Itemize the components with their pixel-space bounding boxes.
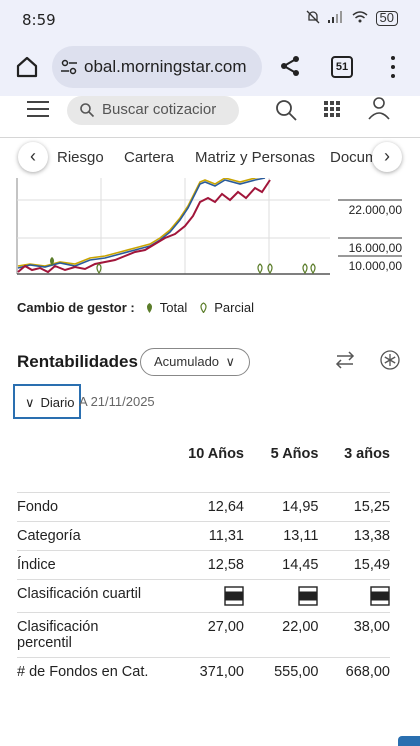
scroll-right-button[interactable]: ›: [372, 142, 402, 172]
row-label: # de Fondos en Cat.: [17, 656, 157, 686]
cell-value: 12,58: [157, 549, 244, 579]
cell-value: 668,00: [318, 656, 390, 686]
cell-value: 22,00: [244, 611, 319, 657]
clock: 8:59: [22, 11, 56, 29]
frequency-dropdown[interactable]: ∨ Diario: [13, 384, 81, 419]
tab-riesgo[interactable]: Riesgo: [57, 149, 104, 166]
browser-toolbar: obal.morningstar.com 51: [0, 40, 420, 96]
table-row: Índice 12,58 14,45 15,49: [17, 549, 390, 579]
row-label: Clasificación cuartil: [17, 578, 157, 612]
more-options-icon[interactable]: [388, 54, 398, 80]
category-line: [17, 177, 266, 269]
quote-search-input[interactable]: Buscar cotizacior: [67, 96, 239, 125]
cell-value: 555,00: [244, 656, 319, 686]
tab-documentos[interactable]: Docum: [330, 149, 378, 166]
home-icon[interactable]: [14, 54, 40, 80]
chevron-down-icon: ∨: [225, 354, 235, 369]
frequency-value: Diario: [40, 395, 75, 410]
mute-icon: [306, 10, 320, 27]
battery-icon: 50: [375, 11, 398, 26]
table-header-row: 10 Años 5 Años 3 años: [17, 440, 390, 492]
cell-value: 14,45: [244, 549, 319, 579]
y-tick-label: 10.000,00: [348, 259, 402, 273]
legend-partial: Parcial: [214, 300, 254, 315]
quartile-icon: [370, 585, 390, 606]
row-label: Fondo: [17, 491, 157, 521]
fund-sections-nav: ‹ Riesgo Cartera Matriz y Personas Docum…: [0, 138, 420, 178]
row-label: Categoría: [17, 520, 157, 550]
section-title: Rentabilidades: [17, 352, 138, 371]
return-mode-value: Acumulado: [154, 354, 220, 369]
manager-change-partial-marker: [96, 263, 102, 275]
tab-cartera[interactable]: Cartera: [124, 149, 175, 166]
partial-marker-icon: [200, 302, 207, 313]
apps-grid-icon[interactable]: [324, 101, 340, 117]
table-row: Fondo 12,64 14,95 15,25: [17, 491, 390, 521]
search-icon: [80, 103, 95, 118]
chart-plot: [16, 175, 402, 275]
cell-value: 14,95: [244, 491, 319, 521]
cell-value: 13,38: [318, 520, 390, 550]
search-placeholder: Buscar cotizacior: [102, 101, 217, 118]
site-header: Buscar cotizacior: [0, 96, 420, 138]
return-mode-dropdown[interactable]: Acumulado ∨: [140, 348, 250, 376]
settings-asterisk-icon[interactable]: [380, 350, 400, 370]
table-row: Categoría 11,31 13,11 13,38: [17, 520, 390, 550]
returns-table: 10 Años 5 Años 3 años Fondo 12,64 14,95 …: [17, 440, 390, 686]
table-row: Clasificación cuartil: [17, 578, 390, 612]
row-label: Índice: [17, 549, 157, 579]
column-header: 3 años: [344, 446, 390, 462]
legend-total: Total: [159, 300, 188, 315]
quartile-icon: [298, 585, 319, 606]
cell-value: 38,00: [318, 611, 390, 657]
status-bar: 8:59 50: [0, 0, 420, 40]
feedback-tab[interactable]: [398, 736, 420, 746]
site-settings-icon[interactable]: [60, 58, 78, 76]
fund-line: [17, 179, 271, 274]
manager-change-total-marker: [50, 257, 54, 266]
manager-change-partial-marker: [257, 263, 263, 275]
cell-value: 371,00: [157, 656, 244, 686]
column-header: 10 Años: [188, 446, 244, 462]
manager-change-partial-marker: [267, 263, 273, 275]
cell-value: 11,31: [157, 520, 244, 550]
legend-label: Cambio de gestor :: [17, 300, 135, 315]
column-header: 5 Años: [270, 446, 319, 462]
table-row: Clasificación percentil 27,00 22,00 38,0…: [17, 611, 390, 657]
table-row: # de Fondos en Cat. 371,00 555,00 668,00: [17, 656, 390, 686]
status-icons: 50: [306, 10, 398, 27]
cell-value: 13,11: [244, 520, 319, 550]
cell-value: 12,64: [157, 491, 244, 521]
quartile-icon: [224, 585, 244, 606]
cell-value: 15,49: [318, 549, 390, 579]
share-icon[interactable]: [278, 54, 302, 78]
as-of-date: A 21/11/2025: [79, 394, 155, 409]
row-label: Clasificación percentil: [17, 611, 157, 657]
index-line: [17, 175, 266, 267]
chevron-down-icon: ∨: [25, 395, 35, 410]
y-tick-label: 22.000,00: [348, 203, 402, 217]
signal-icon: [327, 11, 344, 26]
total-marker-icon: [146, 303, 152, 313]
user-account-icon[interactable]: [368, 96, 390, 120]
hamburger-menu-icon[interactable]: [27, 101, 49, 117]
scroll-left-button[interactable]: ‹: [18, 142, 48, 172]
cell-value: 27,00: [157, 611, 244, 657]
performance-chart: 22.000,00 16.000,00 10.000,00: [0, 175, 420, 278]
swap-icon[interactable]: [334, 349, 356, 371]
cell-value: 15,25: [318, 491, 390, 521]
tab-matriz-personas[interactable]: Matriz y Personas: [195, 149, 316, 166]
manager-change-legend: Cambio de gestor : Total Parcial: [17, 300, 254, 315]
y-tick-label: 16.000,00: [348, 241, 402, 255]
wifi-icon: [352, 11, 368, 26]
manager-change-partial-marker: [302, 263, 308, 275]
tab-switcher-button[interactable]: 51: [331, 56, 353, 78]
address-bar[interactable]: obal.morningstar.com: [52, 46, 262, 88]
manager-change-partial-marker: [310, 263, 316, 275]
url-text: obal.morningstar.com: [84, 57, 247, 76]
search-icon[interactable]: [274, 98, 298, 122]
